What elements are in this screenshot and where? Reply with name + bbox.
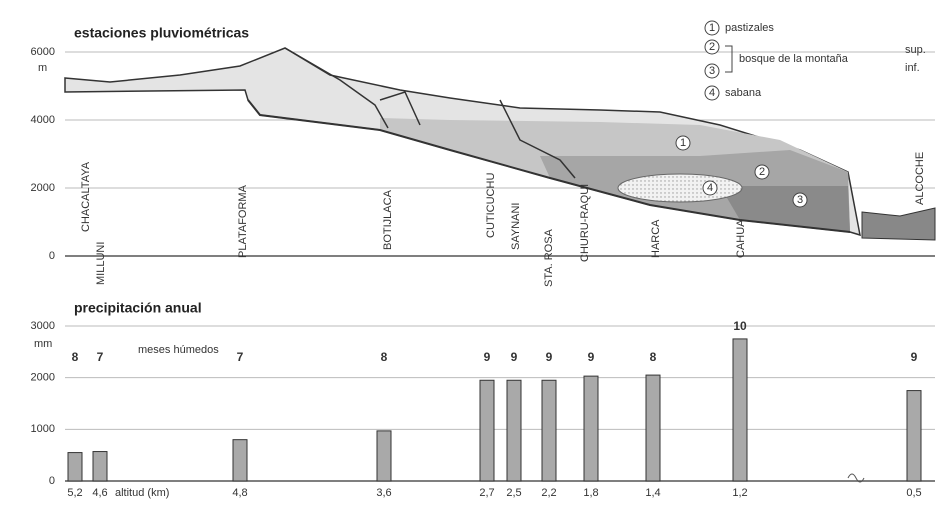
legend-key-box — [704, 85, 720, 101]
zone-4 — [617, 173, 743, 203]
ground-line — [247, 99, 851, 233]
legend-key: 2 — [709, 41, 715, 53]
y-tick-label: 4000 — [31, 114, 55, 126]
y-tick-label: 1000 — [31, 423, 55, 435]
zone-label: 1 — [680, 137, 686, 149]
legend-key: 1 — [709, 22, 715, 34]
humid-months: 8 — [72, 350, 79, 364]
bar — [479, 379, 495, 482]
humid-months: 7 — [237, 350, 244, 364]
x-tick-label: 4,8 — [232, 487, 247, 499]
legend-key-box — [704, 20, 720, 36]
x-tick-label: 1,2 — [732, 487, 747, 499]
x-tick-label: 5,2 — [67, 487, 82, 499]
bar — [906, 390, 922, 482]
zone-label: 3 — [797, 194, 803, 206]
y-tick-label: 6000 — [31, 46, 55, 58]
axis-break — [847, 473, 865, 483]
station-label: BOTIJLACA — [382, 189, 394, 250]
x-tick-label: 2,7 — [479, 487, 494, 499]
x-tick-label: 2,5 — [506, 487, 521, 499]
bar — [506, 379, 522, 482]
legend-label: pastizales — [725, 22, 774, 34]
x-tick-label: 1,8 — [583, 487, 598, 499]
legend-label: sup. — [905, 44, 926, 56]
bar — [732, 338, 748, 482]
humid-months: 9 — [546, 350, 553, 364]
x-tick-label: 2,2 — [541, 487, 556, 499]
bar — [92, 451, 108, 482]
humid-months: 9 — [484, 350, 491, 364]
humid-months: 9 — [511, 350, 518, 364]
humid-months: 7 — [97, 350, 104, 364]
bar — [232, 439, 248, 482]
months-label: meses húmedos — [138, 344, 219, 356]
y-unit: mm — [34, 338, 52, 350]
legend-key: 3 — [709, 65, 715, 77]
humid-months: 8 — [650, 350, 657, 364]
humid-months: 9 — [588, 350, 595, 364]
x-axis-label: altitud (km) — [115, 487, 169, 499]
station-label: CUTICUCHU — [485, 173, 497, 238]
station-label: STA. ROSA — [543, 228, 555, 287]
zone-marker — [754, 164, 770, 180]
station-label: CHURU-RAQUI — [579, 184, 591, 262]
ridges — [284, 47, 576, 179]
lowland — [861, 207, 936, 241]
y-unit: m — [38, 62, 47, 74]
profile — [64, 47, 936, 241]
y-tick-label: 3000 — [31, 320, 55, 332]
x-tick-label: 4,6 — [92, 487, 107, 499]
station-label: HARCA — [650, 219, 662, 258]
humid-months: 8 — [381, 350, 388, 364]
humid-months: 10 — [733, 319, 747, 333]
bar — [583, 375, 599, 482]
legend-key: 4 — [709, 87, 715, 99]
station-label: CAHUA — [735, 219, 747, 258]
y-tick-label: 0 — [49, 250, 55, 262]
bar — [376, 430, 392, 482]
y-tick-label: 0 — [49, 475, 55, 487]
chart-title: estaciones pluviométricas — [74, 25, 249, 41]
zone-marker — [675, 135, 691, 151]
zone-marker — [702, 180, 718, 196]
humid-months: 9 — [911, 350, 918, 364]
bar — [645, 374, 661, 482]
x-tick-label: 0,5 — [906, 487, 921, 499]
station-label: MILLUNI — [95, 242, 107, 285]
legend-key-box — [704, 63, 720, 79]
zone-label: 2 — [759, 166, 765, 178]
legend-label: sabana — [725, 87, 762, 99]
station-label: CHACALTAYA — [80, 161, 92, 232]
legend-brace — [725, 45, 733, 73]
station-label: PLATAFORMA — [237, 184, 249, 258]
x-tick-label: 3,6 — [376, 487, 391, 499]
legend-key-box — [704, 39, 720, 55]
y-tick-label: 2000 — [31, 182, 55, 194]
legend-label: inf. — [905, 62, 920, 74]
zone-label: 4 — [707, 182, 713, 194]
legend-group-label: bosque de la montaña — [739, 53, 849, 65]
station-label: SAYNANI — [510, 203, 522, 250]
chart-title: precipitación anual — [74, 300, 202, 316]
y-tick-label: 2000 — [31, 372, 55, 384]
x-tick-label: 1,4 — [645, 487, 660, 499]
station-label: ALCOCHE — [914, 152, 926, 205]
bar — [67, 452, 83, 482]
zone-marker — [792, 192, 808, 208]
bar — [541, 379, 557, 482]
